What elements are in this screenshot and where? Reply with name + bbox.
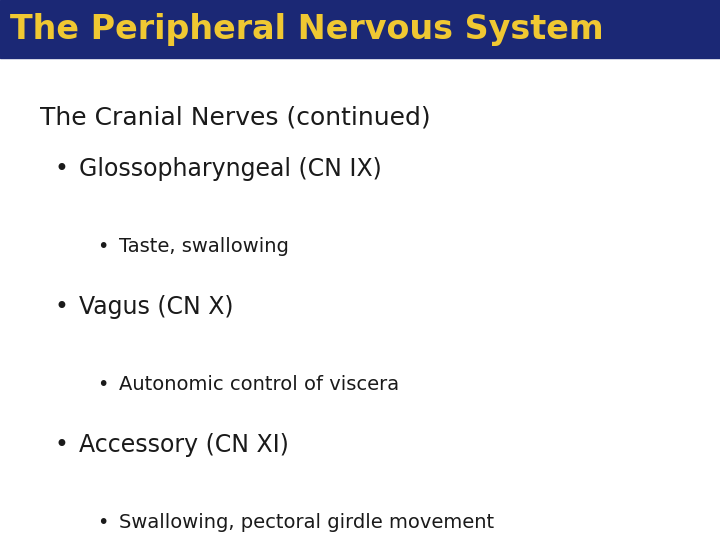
Bar (0, 0, 720, 58)
Text: •: • (97, 237, 109, 256)
Text: Vagus (CN X): Vagus (CN X) (79, 295, 234, 319)
Text: The Cranial Nerves (continued): The Cranial Nerves (continued) (40, 105, 431, 129)
Text: Glossopharyngeal (CN IX): Glossopharyngeal (CN IX) (79, 157, 382, 181)
Text: Swallowing, pectoral girdle movement: Swallowing, pectoral girdle movement (119, 513, 494, 532)
Text: Taste, swallowing: Taste, swallowing (119, 237, 289, 256)
Text: •: • (54, 295, 68, 319)
Text: •: • (54, 157, 68, 181)
Text: •: • (97, 375, 109, 394)
Text: •: • (97, 513, 109, 532)
Text: Accessory (CN XI): Accessory (CN XI) (79, 433, 289, 457)
Text: The Peripheral Nervous System: The Peripheral Nervous System (10, 12, 603, 45)
Text: •: • (54, 433, 68, 457)
Text: Autonomic control of viscera: Autonomic control of viscera (119, 375, 399, 394)
